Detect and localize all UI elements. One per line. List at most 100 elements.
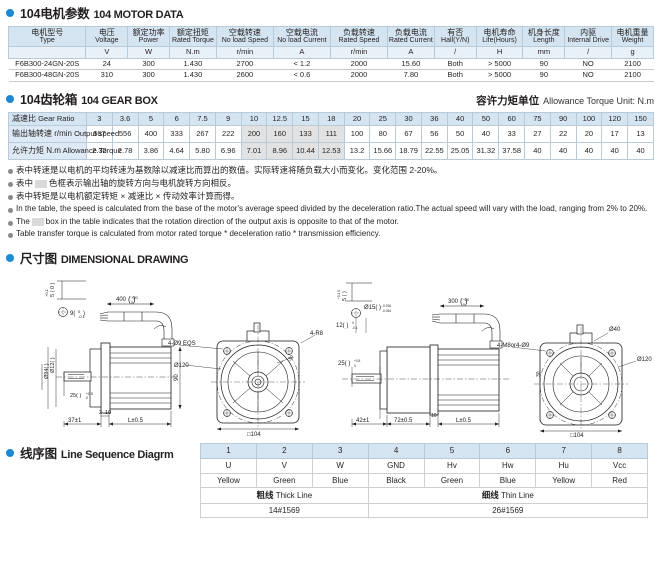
svg-text:37±1: 37±1 — [68, 418, 82, 424]
svg-text:Ø120: Ø120 — [174, 363, 189, 369]
motor-model: F6B300-48GN-20S — [8, 69, 86, 83]
gear-cell: 25 — [369, 112, 397, 126]
note-bullet-icon — [8, 195, 13, 201]
motor-col-unit-9: H — [475, 46, 524, 59]
motor-col-header-10: 机身长度 Length — [522, 25, 566, 48]
motor-col-header-2: 额定功率 Power — [127, 25, 170, 48]
dimensional-drawings: 5 ( 0 ) +0.1 9( 0 -0.1 ) 400 +20 0 ( ) — [0, 269, 662, 439]
pin-signal: GND — [367, 457, 425, 474]
svg-text:( ): ( ) — [128, 295, 136, 304]
motor-col-unit-6: r/min — [329, 46, 388, 59]
pin-number: 5 — [423, 443, 481, 459]
bullet-icon — [6, 8, 14, 17]
bullet-icon — [6, 448, 14, 457]
pin-number: 2 — [255, 443, 313, 459]
gear-cell: 267 — [189, 124, 216, 143]
gear-cell: 15 — [292, 112, 319, 126]
gear-cell: 40 — [601, 141, 629, 160]
gear-cell: 10 — [240, 112, 268, 126]
gear-row-label-2: 允许力矩 N.m Allowance Torque — [8, 141, 122, 160]
svg-text:0: 0 — [354, 364, 356, 368]
gear-cell: 56 — [420, 124, 448, 143]
svg-text:Ø40: Ø40 — [609, 327, 621, 333]
gear-cell: 75 — [524, 112, 551, 126]
gear-cell: 3.6 — [111, 112, 139, 126]
svg-text:10: 10 — [105, 410, 111, 416]
motor-col-header-4: 空载转速 No load Speed — [215, 25, 274, 48]
wire-gauge: 26#1569 — [367, 502, 649, 519]
svg-text:300: 300 — [448, 299, 459, 305]
gear-cell: 333 — [163, 124, 191, 143]
svg-text:4-Ø9 EQS: 4-Ø9 EQS — [168, 341, 196, 347]
gear-cell: 40 — [446, 112, 474, 126]
svg-text:0: 0 — [131, 300, 134, 305]
motor-cell: 15.60 — [387, 57, 435, 71]
gear-cell: 27 — [524, 124, 551, 143]
motor-col-unit-11: / — [564, 46, 613, 59]
pin-signal: W — [311, 457, 369, 474]
gear-cell: 36 — [420, 112, 448, 126]
svg-text:Ø94( ): Ø94( ) — [44, 364, 50, 380]
svg-text:5 ( ): 5 ( ) — [342, 291, 348, 301]
note-item: In the table, the speed is calculated fr… — [8, 203, 654, 215]
table-row: F6B300-48GN-20S 310 300 1.430 2600 < 0.6 2000 7… — [8, 69, 654, 83]
gear-cell: 100 — [343, 124, 371, 143]
pin-color: Red — [591, 472, 648, 489]
gear-cell: 40 — [627, 141, 654, 160]
motor-cell: 310 — [85, 69, 128, 83]
svg-text:+20: +20 — [131, 295, 139, 300]
svg-text:Ø120: Ø120 — [637, 357, 652, 363]
motor-cell: 2100 — [611, 57, 654, 71]
motor-cell: 1.430 — [169, 57, 217, 71]
gray-box-sample — [31, 217, 44, 226]
motor-cell: 24 — [85, 57, 128, 71]
gear-cell: 133 — [292, 124, 319, 143]
svg-text:Ø15( ): Ø15( ) — [364, 305, 381, 311]
svg-text:+0.5: +0.5 — [86, 392, 93, 396]
gear-cell: 20 — [343, 112, 371, 126]
pin-signal: Hu — [535, 457, 593, 474]
gear-cell: 40 — [524, 141, 551, 160]
gear-cell: 20 — [575, 124, 603, 143]
gear-cell: 60 — [498, 112, 526, 126]
svg-text:0: 0 — [463, 303, 465, 307]
svg-text:25( ): 25( ) — [338, 361, 350, 367]
svg-text:): ) — [83, 311, 85, 317]
note-bullet-icon — [8, 208, 13, 214]
motor-cell: > 5000 — [476, 57, 523, 71]
note-bullet-icon — [8, 168, 13, 174]
svg-text:42±1: 42±1 — [356, 418, 370, 424]
svg-text:72±0.5: 72±0.5 — [394, 418, 413, 424]
svg-text:0: 0 — [352, 321, 354, 325]
motor-cell: 90 — [522, 57, 565, 71]
gear-ratio-row: 减速比 Gear Ratio 3 3.6 5 6 7.5 9 10 12.5 15 18 20 25 30… — [8, 112, 654, 126]
svg-text:9(: 9( — [70, 311, 75, 317]
gear-cell: 160 — [266, 124, 294, 143]
gear-cell: 4.64 — [163, 141, 191, 160]
motor-cell: 7.80 — [387, 69, 435, 83]
svg-text:5 ( 0 ): 5 ( 0 ) — [50, 283, 56, 298]
svg-text:2: 2 — [99, 410, 102, 416]
gear-cell: 25.05 — [446, 141, 474, 160]
gearbox-title-cn: 104齿轮箱 — [20, 93, 78, 108]
gear-cell: 18.79 — [395, 141, 422, 160]
pin-number: 7 — [535, 443, 593, 459]
note-text: In the table, the speed is calculated fr… — [16, 204, 648, 214]
svg-text:12( ): 12( ) — [336, 323, 348, 329]
gear-cell: 12.53 — [317, 141, 345, 160]
gear-cell: 40 — [472, 124, 500, 143]
motor-col-unit-12: g — [611, 46, 654, 59]
svg-text:□104: □104 — [570, 433, 584, 437]
pin-color: Green — [423, 472, 481, 489]
gear-cell: 3.86 — [137, 141, 165, 160]
line-sequence-heading: 线序图 Line Sequence Diagrm — [0, 443, 200, 462]
motor-col-header-9: 电机寿命 Life(Hours) — [475, 25, 524, 48]
motor-cell: 2000 — [330, 69, 388, 83]
gear-cell: 40 — [575, 141, 603, 160]
motor-col-header-6: 负载转速 Rated Speed — [329, 25, 388, 48]
motor-data-table: 电机型号 Type 电压 Voltage 额定功率 Power 额定扭矩 Rated Torq… — [7, 25, 654, 83]
note-text: Table transfer torque is calculated from… — [16, 229, 381, 238]
pin-number: 4 — [367, 443, 425, 459]
gear-cell: 556 — [111, 124, 139, 143]
svg-text:10: 10 — [431, 413, 437, 419]
